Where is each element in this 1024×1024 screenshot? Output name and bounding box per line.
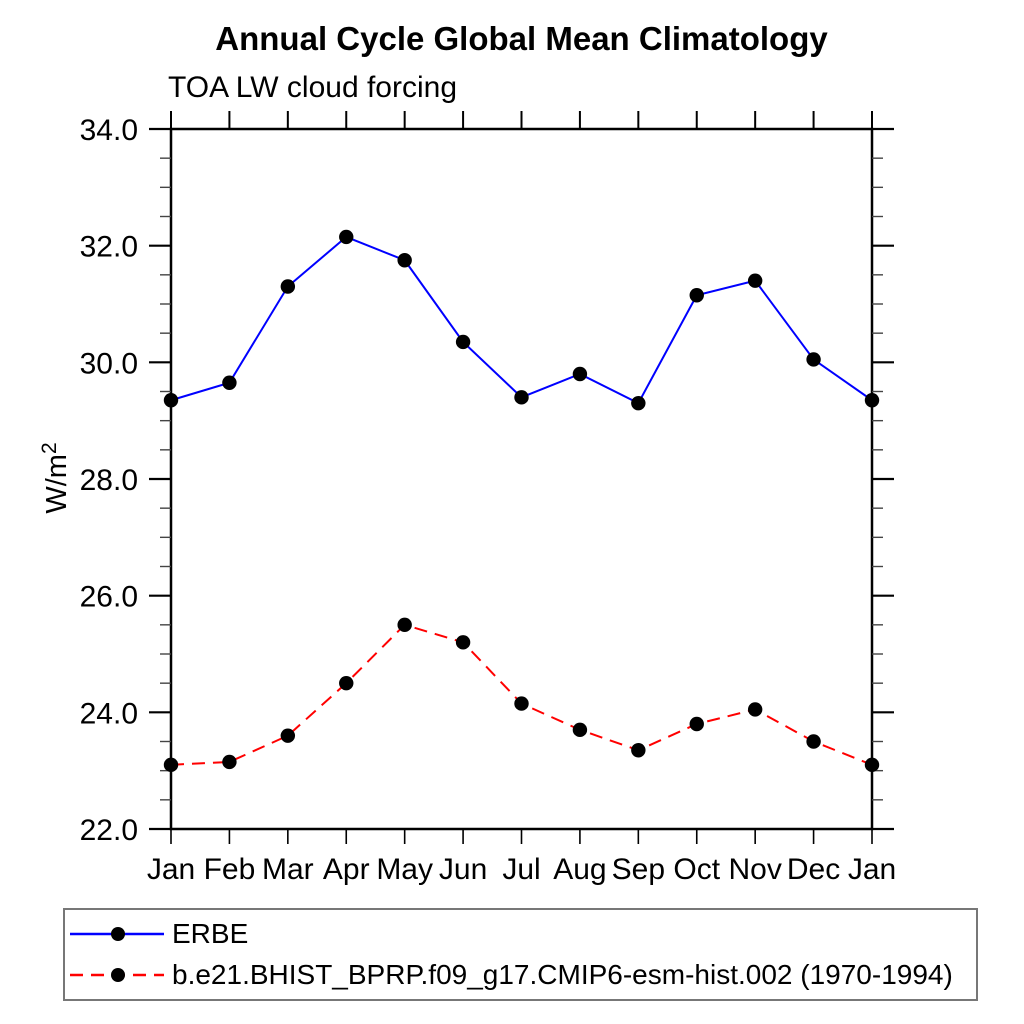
y-axis-ticks: 34.0 32.0 30.0 28.0 26.0 24.0 22.0 bbox=[80, 114, 894, 847]
svg-text:Apr: Apr bbox=[323, 853, 370, 886]
svg-text:Sep: Sep bbox=[612, 853, 665, 886]
svg-text:30.0: 30.0 bbox=[80, 347, 138, 380]
svg-text:28.0: 28.0 bbox=[80, 464, 138, 497]
series-erbe-marker bbox=[280, 279, 296, 294]
legend-line-sample-model bbox=[70, 968, 164, 982]
series-model-marker bbox=[806, 734, 821, 749]
svg-text:Nov: Nov bbox=[728, 853, 781, 886]
series-erbe bbox=[163, 229, 880, 411]
x-axis-ticks: Jan Feb Mar Apr May Jun Jul Aug Sep Oct Nov Dec Jan bbox=[147, 111, 896, 886]
svg-text:May: May bbox=[376, 853, 433, 886]
svg-text:Jan: Jan bbox=[147, 853, 195, 886]
series-model-marker bbox=[280, 728, 296, 743]
legend-item-erbe: ERBE bbox=[69, 914, 248, 954]
series-erbe-marker bbox=[572, 366, 588, 382]
legend-line-sample-erbe bbox=[70, 927, 164, 941]
series-model-marker bbox=[222, 754, 237, 770]
svg-text:24.0: 24.0 bbox=[80, 697, 138, 730]
plot-frame bbox=[169, 127, 874, 831]
series-model-marker bbox=[689, 716, 704, 732]
svg-text:Mar: Mar bbox=[262, 853, 314, 886]
series-erbe-marker bbox=[689, 288, 704, 303]
legend: ERBE b.e21.BHIST_BPRP.f09_g17.CMIP6-esm-… bbox=[63, 908, 978, 1001]
series-erbe-marker bbox=[339, 229, 354, 245]
series-model-marker bbox=[747, 702, 763, 717]
series-erbe-marker bbox=[222, 375, 237, 390]
legend-item-model: b.e21.BHIST_BPRP.f09_g17.CMIP6-esm-hist.… bbox=[69, 955, 953, 995]
series-model-marker bbox=[631, 743, 646, 758]
y-axis-label: W/m2 bbox=[38, 442, 73, 513]
chart-subtitle: TOA LW cloud forcing bbox=[168, 71, 458, 104]
legend-label-model: b.e21.BHIST_BPRP.f09_g17.CMIP6-esm-hist.… bbox=[172, 959, 953, 990]
series-model-marker bbox=[397, 617, 412, 633]
series-erbe-marker bbox=[397, 253, 412, 268]
series-erbe-marker bbox=[631, 395, 646, 411]
series-erbe-marker bbox=[806, 352, 821, 367]
legend-label-erbe: ERBE bbox=[172, 918, 249, 949]
svg-text:W/m2: W/m2 bbox=[38, 442, 73, 513]
series-model-marker bbox=[163, 757, 179, 773]
series-erbe-marker bbox=[747, 273, 763, 288]
svg-text:Jul: Jul bbox=[502, 853, 540, 886]
series-model-marker bbox=[514, 696, 529, 711]
svg-text:Aug: Aug bbox=[553, 853, 606, 886]
svg-text:26.0: 26.0 bbox=[80, 581, 138, 614]
svg-text:32.0: 32.0 bbox=[80, 231, 138, 264]
svg-text:Dec: Dec bbox=[787, 853, 840, 886]
series-model bbox=[163, 617, 880, 773]
series-erbe-marker bbox=[864, 393, 880, 408]
svg-text:Jun: Jun bbox=[439, 853, 487, 886]
series-model-marker bbox=[864, 757, 880, 773]
svg-text:Feb: Feb bbox=[204, 853, 256, 886]
chart-title: Annual Cycle Global Mean Climatology bbox=[215, 20, 828, 57]
svg-text:Jan: Jan bbox=[848, 853, 896, 886]
svg-text:22.0: 22.0 bbox=[80, 814, 138, 847]
series-model-marker bbox=[339, 675, 354, 691]
series-erbe-marker bbox=[455, 334, 471, 350]
svg-text:34.0: 34.0 bbox=[80, 114, 138, 147]
series-erbe-marker bbox=[163, 393, 179, 408]
series-model-marker bbox=[455, 635, 471, 650]
svg-text:Oct: Oct bbox=[673, 853, 720, 886]
series-model-marker bbox=[572, 722, 588, 738]
series-erbe-marker bbox=[514, 390, 529, 405]
